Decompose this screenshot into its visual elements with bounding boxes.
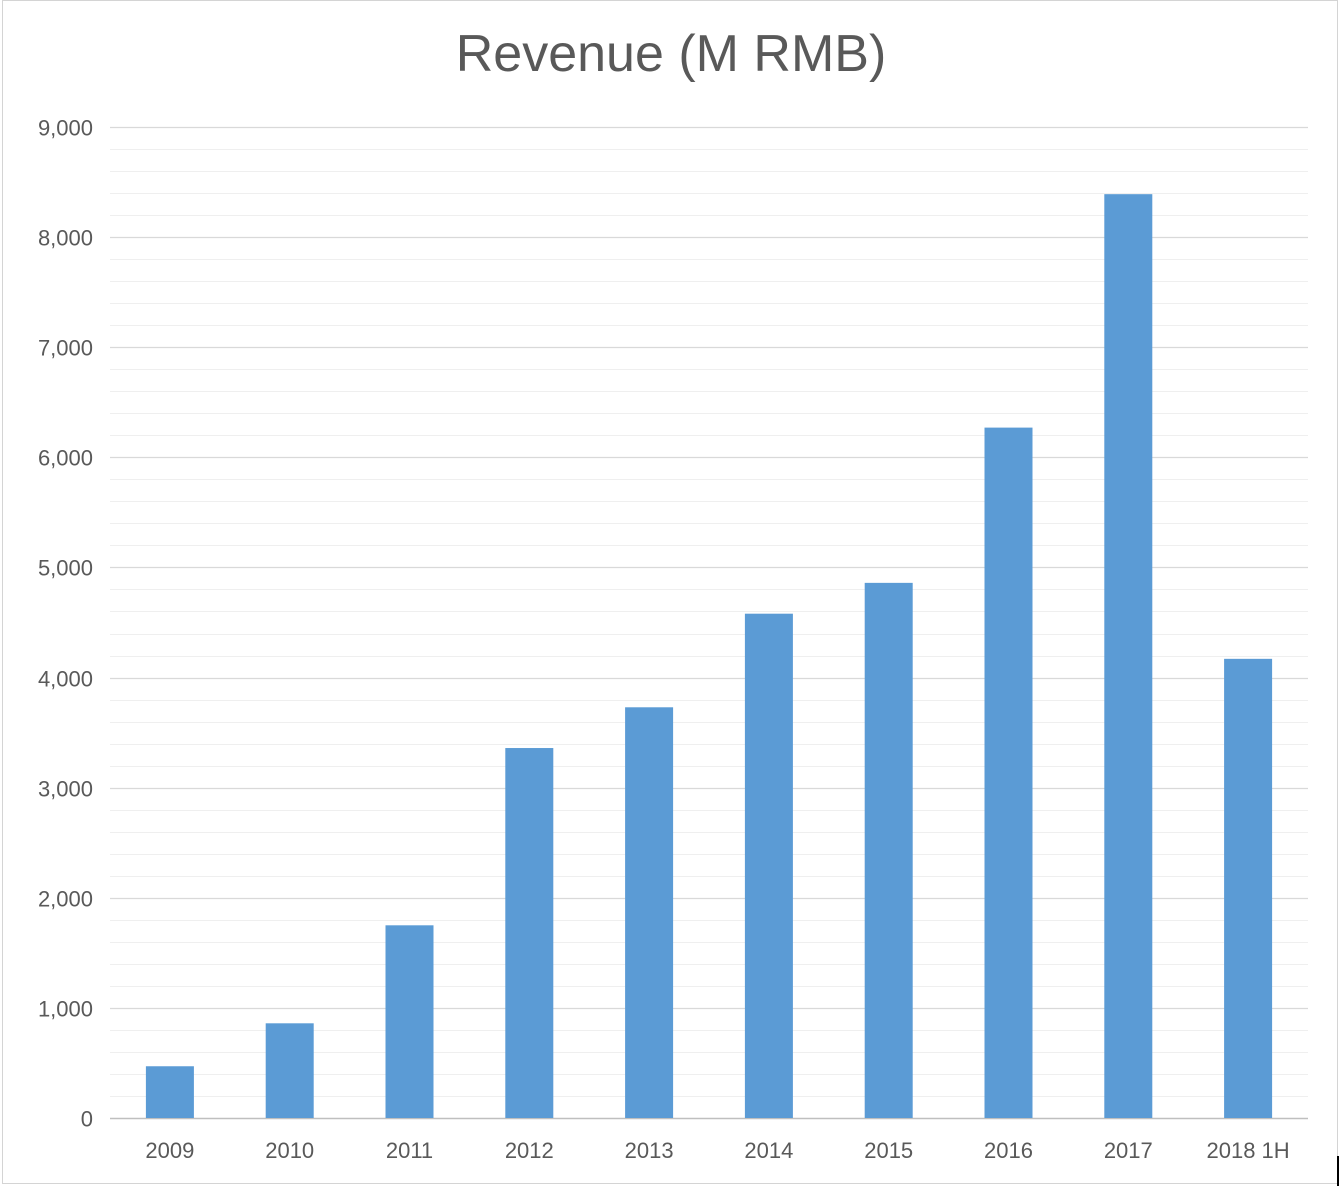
x-tick-label: 2018 1H <box>1207 1138 1290 1163</box>
y-tick-label: 2,000 <box>38 887 93 912</box>
x-tick-label: 2010 <box>265 1138 314 1163</box>
y-tick-label: 3,000 <box>38 777 93 802</box>
bar <box>1224 658 1273 1118</box>
x-tick-label: 2016 <box>984 1138 1033 1163</box>
y-tick-label: 6,000 <box>38 446 93 471</box>
bar <box>1104 194 1153 1118</box>
bar <box>984 427 1033 1118</box>
bar <box>864 582 913 1118</box>
y-tick-label: 0 <box>81 1107 93 1132</box>
y-tick-label: 7,000 <box>38 336 93 361</box>
bar <box>145 1066 194 1118</box>
bar <box>625 707 674 1118</box>
x-tick-label: 2012 <box>505 1138 554 1163</box>
y-tick-label: 4,000 <box>38 667 93 692</box>
y-tick-label: 5,000 <box>38 556 93 581</box>
bar <box>385 925 434 1118</box>
x-tick-label: 2017 <box>1104 1138 1153 1163</box>
x-tick-label: 2011 <box>386 1138 433 1163</box>
bar <box>744 613 793 1118</box>
y-tick-label: 9,000 <box>38 116 93 141</box>
x-tick-label: 2013 <box>625 1138 674 1163</box>
text-cursor-icon <box>1337 1156 1339 1186</box>
bar <box>505 748 554 1118</box>
y-tick-label: 8,000 <box>38 226 93 251</box>
bar <box>265 1023 314 1118</box>
x-tick-label: 2015 <box>864 1138 913 1163</box>
x-tick-label: 2009 <box>145 1138 194 1163</box>
x-tick-label: 2014 <box>744 1138 793 1163</box>
chart-title: Revenue (M RMB) <box>455 25 887 83</box>
y-tick-label: 1,000 <box>38 997 93 1022</box>
